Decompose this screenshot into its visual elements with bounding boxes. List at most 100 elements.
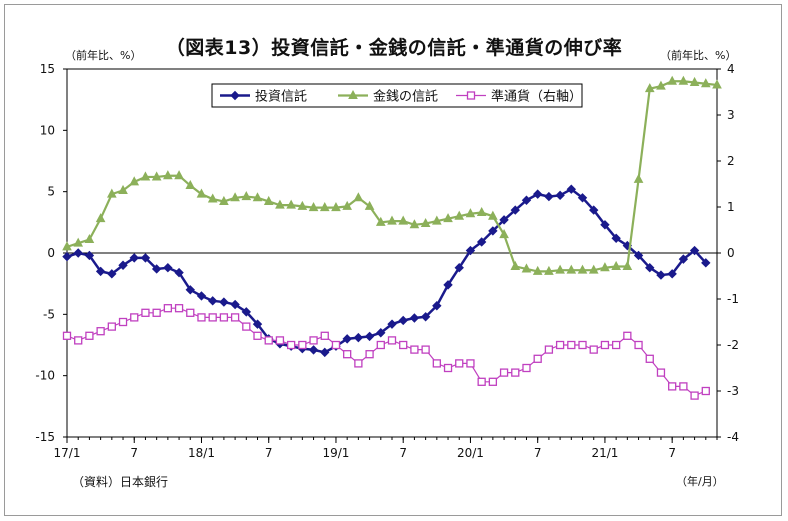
series-3-point [152, 308, 161, 317]
right-tick-label: -2 [727, 338, 739, 352]
series-1-point [656, 270, 666, 280]
x-tick-label: 18/1 [188, 446, 215, 460]
series-1-point [185, 285, 195, 295]
legend-label-2: 金銭の信託 [373, 89, 438, 105]
series-3-point [555, 340, 565, 350]
series-1-point [118, 260, 128, 270]
series-3-point [455, 359, 464, 368]
series-2-point [532, 265, 543, 275]
legend-box [211, 83, 583, 108]
series-1-point [488, 226, 498, 236]
series-3-point [432, 359, 441, 368]
series-3-point [544, 345, 554, 354]
series-3-point [242, 322, 251, 331]
series-3-point [690, 391, 699, 400]
series-3-point [679, 382, 688, 391]
right-tick-label: 1 [727, 200, 735, 214]
series-1-point [577, 193, 588, 203]
x-tick-label: 7 [534, 446, 542, 460]
series-3-point [62, 331, 72, 340]
series-3-point [623, 331, 632, 340]
series-line-3 [66, 307, 707, 397]
series-2-point [667, 75, 678, 85]
series-3-point [567, 340, 576, 350]
left-tick-label: 10 [40, 123, 55, 137]
series-2-point [163, 170, 173, 180]
series-2-point [342, 200, 353, 210]
series-2-point [252, 192, 263, 202]
series-3-point [96, 327, 105, 336]
series-3-point [230, 313, 240, 322]
series-2-point [521, 263, 532, 273]
series-1-point [62, 251, 72, 262]
series-1-point [566, 184, 577, 194]
series-1-point [420, 312, 431, 322]
series-2-point [398, 215, 409, 225]
series-1-point [129, 253, 139, 263]
series-2-point [420, 217, 431, 228]
series-3-point [253, 331, 262, 340]
series-1-point [95, 266, 106, 277]
source-note: （資料）日本銀行 [72, 475, 169, 489]
series-3-point [141, 308, 150, 317]
series-2-point [62, 241, 72, 251]
legend-marker-1 [230, 90, 240, 101]
left-tick-label: -5 [43, 307, 55, 321]
series-1-point [633, 250, 644, 261]
series-3-point [410, 345, 419, 354]
series-1-point [84, 250, 95, 261]
right-axis-unit: （前年比、%） [660, 49, 737, 62]
series-2-point [443, 213, 453, 223]
series-2-point [544, 265, 554, 275]
series-3-point [634, 340, 643, 350]
series-3-point [399, 340, 408, 350]
legend-marker-3 [466, 91, 476, 100]
series-2-point [263, 195, 274, 205]
series-3-point [309, 336, 318, 345]
series-3-point [354, 359, 363, 368]
series-2-point [331, 202, 341, 212]
series-3-point [343, 350, 352, 359]
chart-title: （図表13）投資信託・金銭の信託・準通貨の伸び率 [165, 37, 623, 59]
series-1-point [73, 248, 83, 258]
series-2-point [555, 264, 565, 274]
series-3-point [645, 354, 654, 363]
series-1-point [387, 319, 397, 329]
right-tick-label: -1 [727, 292, 739, 306]
left-tick-label: 5 [47, 185, 55, 199]
x-tick-label: 20/1 [457, 446, 484, 460]
series-2-point [364, 200, 375, 210]
series-3-point [130, 313, 139, 322]
series-3-point [578, 340, 587, 350]
series-2-point [353, 192, 364, 202]
series-2-point [622, 260, 633, 270]
series-2-point [174, 170, 184, 180]
series-2-point [207, 193, 218, 203]
series-3-point [499, 368, 509, 377]
series-1-point [521, 195, 532, 205]
series-2-point [712, 79, 722, 89]
series-1-point [667, 269, 677, 279]
x-tick-label: 7 [668, 446, 676, 460]
series-3-point [522, 363, 531, 373]
series-1-point [320, 347, 330, 358]
series-3-point [118, 317, 128, 327]
left-tick-label: 15 [40, 62, 55, 76]
right-tick-label: -4 [727, 430, 739, 444]
series-1-point [230, 299, 240, 310]
series-1-point [398, 315, 408, 326]
x-tick-label: 7 [130, 446, 138, 460]
series-1-point [555, 190, 565, 201]
series-1-point [611, 233, 621, 243]
series-2-point [588, 264, 599, 274]
series-2-point [84, 233, 95, 244]
series-3-point [74, 336, 83, 345]
series-3-point [387, 336, 397, 345]
series-2-point [566, 264, 577, 274]
series-2-point [297, 200, 308, 210]
series-2-point [375, 216, 386, 226]
series-2-point [275, 199, 285, 209]
series-3-point [589, 345, 598, 354]
series-3-point [443, 363, 453, 373]
series-1-point [241, 307, 252, 317]
